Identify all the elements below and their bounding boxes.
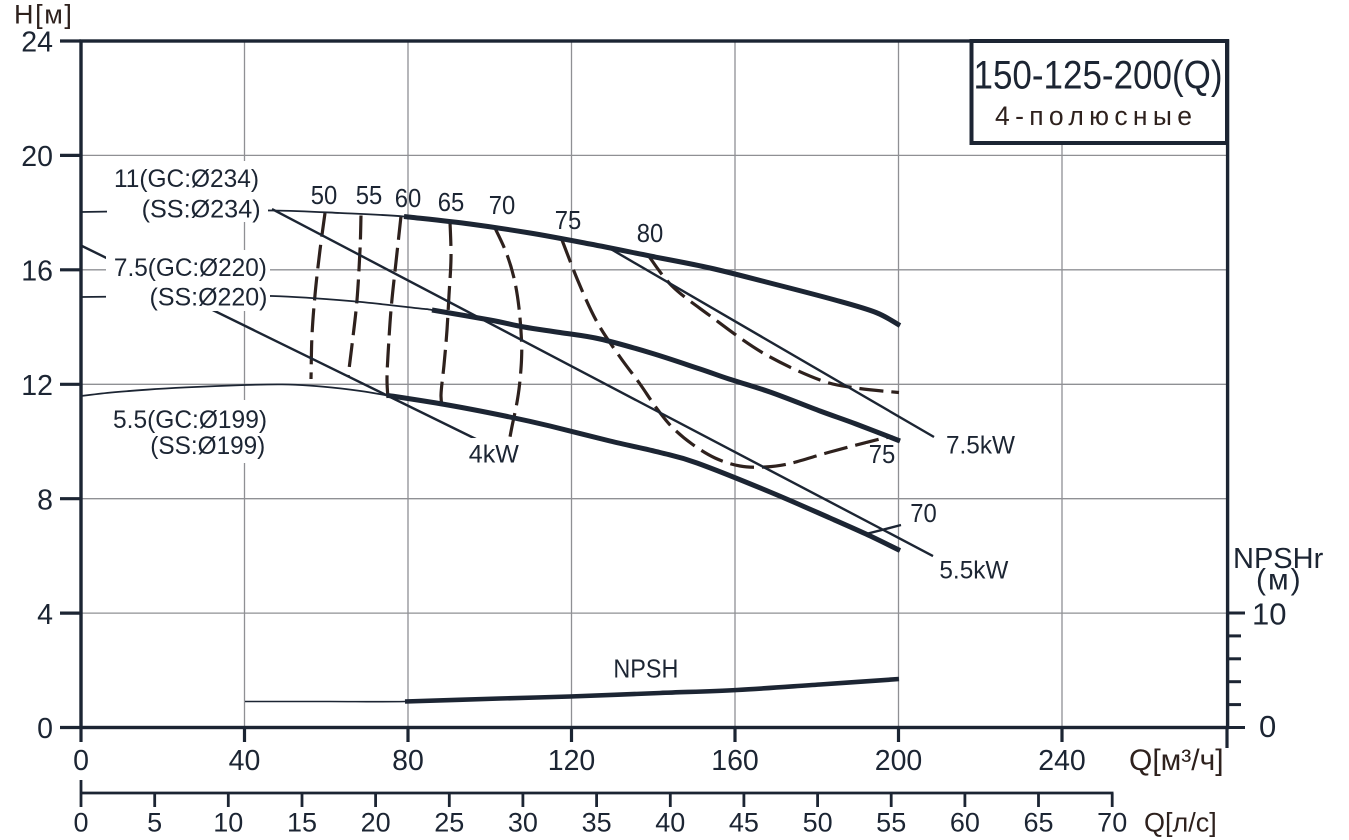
svg-text:70: 70 <box>1097 808 1127 838</box>
svg-text:60: 60 <box>395 185 422 213</box>
svg-text:4: 4 <box>37 599 53 631</box>
svg-text:(м): (м) <box>1256 564 1303 597</box>
svg-text:240: 240 <box>1038 745 1086 777</box>
svg-text:Q[л/с]: Q[л/с] <box>1144 808 1217 838</box>
svg-text:NPSHr: NPSHr <box>1233 543 1324 575</box>
svg-text:120: 120 <box>548 745 596 777</box>
svg-text:160: 160 <box>711 745 759 777</box>
svg-text:8: 8 <box>37 484 53 516</box>
svg-text:200: 200 <box>875 745 923 777</box>
svg-text:70: 70 <box>489 192 516 220</box>
svg-text:4kW: 4kW <box>469 440 519 468</box>
svg-text:35: 35 <box>582 808 612 838</box>
svg-text:0: 0 <box>73 808 88 838</box>
svg-text:40: 40 <box>229 745 261 777</box>
svg-text:45: 45 <box>729 808 759 838</box>
svg-text:0: 0 <box>1259 709 1276 744</box>
svg-text:65: 65 <box>1023 808 1053 838</box>
svg-text:25: 25 <box>434 808 464 838</box>
svg-text:30: 30 <box>508 808 538 838</box>
svg-text:15: 15 <box>287 808 317 838</box>
svg-text:55: 55 <box>356 182 383 210</box>
svg-text:5.5kW: 5.5kW <box>939 557 1008 585</box>
svg-text:(SS:Ø234): (SS:Ø234) <box>142 196 261 224</box>
svg-text:(SS:Ø220): (SS:Ø220) <box>150 284 268 312</box>
svg-text:80: 80 <box>392 745 424 777</box>
svg-text:20: 20 <box>21 141 53 173</box>
svg-text:NPSH: NPSH <box>613 654 678 684</box>
svg-text:10: 10 <box>1252 597 1286 632</box>
svg-text:7.5kW: 7.5kW <box>946 432 1015 460</box>
svg-text:Q[м³/ч]: Q[м³/ч] <box>1129 744 1224 777</box>
svg-text:5.5(GC:Ø199): 5.5(GC:Ø199) <box>113 406 267 434</box>
svg-text:H[м]: H[м] <box>14 0 73 30</box>
svg-text:50: 50 <box>803 808 833 838</box>
svg-text:80: 80 <box>637 220 664 248</box>
svg-text:50: 50 <box>311 182 338 210</box>
svg-text:7.5(GC:Ø220): 7.5(GC:Ø220) <box>114 254 267 282</box>
svg-text:11(GC:Ø234): 11(GC:Ø234) <box>114 165 259 193</box>
svg-text:40: 40 <box>655 808 685 838</box>
svg-text:16: 16 <box>21 256 53 288</box>
svg-text:10: 10 <box>213 808 243 838</box>
svg-text:75: 75 <box>555 207 582 235</box>
svg-text:0: 0 <box>73 745 89 777</box>
svg-text:20: 20 <box>361 808 391 838</box>
svg-text:60: 60 <box>950 808 980 838</box>
svg-text:24: 24 <box>21 27 53 59</box>
svg-text:0: 0 <box>37 713 53 745</box>
svg-text:55: 55 <box>876 808 906 838</box>
svg-text:65: 65 <box>438 189 465 217</box>
svg-text:5: 5 <box>147 808 162 838</box>
svg-text:12: 12 <box>21 370 53 402</box>
svg-text:150-125-200(Q): 150-125-200(Q) <box>974 54 1223 98</box>
svg-text:70: 70 <box>910 500 937 528</box>
svg-text:(SS:Ø199): (SS:Ø199) <box>150 432 265 460</box>
svg-text:75: 75 <box>869 441 896 469</box>
